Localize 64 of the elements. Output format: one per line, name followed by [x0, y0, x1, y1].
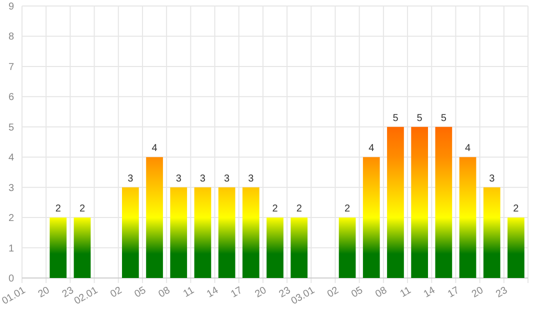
data-label: 2 — [344, 204, 351, 215]
bar — [290, 218, 308, 278]
bar — [459, 157, 476, 278]
bar — [218, 187, 236, 278]
data-label: 5 — [392, 112, 399, 124]
bar — [122, 187, 139, 278]
bar — [338, 218, 356, 278]
bar — [387, 126, 404, 278]
x-tick-label: 11 — [398, 284, 414, 300]
x-tick-label: 14 — [422, 284, 438, 300]
y-tick-label: 6 — [8, 92, 14, 104]
data-label: 4 — [464, 143, 471, 154]
data-label: 3 — [248, 173, 254, 184]
data-label: 2 — [55, 204, 62, 215]
data-label: 5 — [416, 112, 423, 124]
x-tick-label: 23 — [494, 284, 510, 300]
data-label: 5 — [440, 112, 447, 124]
data-label: 4 — [152, 143, 158, 154]
x-tick-label: 20 — [36, 284, 52, 300]
bar — [508, 218, 524, 278]
y-tick-label: 8 — [8, 32, 14, 43]
y-tick-label: 5 — [8, 122, 14, 134]
x-tick-label: 05 — [132, 284, 148, 300]
data-label: 2 — [296, 204, 302, 215]
x-tick-label: 17 — [229, 284, 245, 300]
x-tick-label: 20 — [253, 284, 269, 300]
bar — [483, 187, 500, 278]
y-tick-label: 1 — [8, 243, 14, 254]
x-tick-label: 02 — [108, 284, 124, 300]
data-label: 3 — [489, 173, 496, 184]
x-tick-label: 11 — [182, 284, 197, 300]
y-tick-label: 3 — [8, 182, 14, 194]
bar — [362, 157, 380, 278]
y-tick-label: 9 — [8, 2, 14, 12]
x-tick-label: 02 — [326, 284, 342, 300]
x-tick-label: 14 — [205, 284, 221, 300]
data-label: 4 — [368, 143, 375, 154]
bar — [194, 187, 212, 278]
data-label: 3 — [176, 173, 182, 184]
y-tick-label: 4 — [8, 152, 14, 164]
x-tick-label: 05 — [350, 284, 366, 300]
bar — [242, 187, 260, 278]
x-tick-label: 08 — [156, 284, 172, 300]
bar — [435, 126, 452, 278]
bar — [266, 218, 284, 278]
data-label: 2 — [79, 204, 86, 215]
y-tick-label: 0 — [8, 274, 14, 284]
data-label: 2 — [272, 204, 278, 215]
bar — [50, 218, 67, 278]
x-tick-label: 08 — [374, 284, 390, 300]
data-label: 2 — [513, 204, 520, 215]
bar — [74, 218, 91, 278]
bar — [170, 187, 188, 278]
bar — [411, 126, 428, 278]
x-tick-label: 17 — [446, 284, 462, 300]
data-label: 3 — [128, 173, 134, 184]
data-label: 3 — [200, 173, 206, 184]
data-label: 3 — [224, 173, 230, 184]
x-tick-label: 01.01 — [0, 284, 28, 308]
y-tick-label: 2 — [8, 213, 14, 224]
x-tick-label: 02.01 — [72, 284, 100, 308]
x-tick-label: 20 — [470, 284, 486, 300]
y-tick-label: 7 — [8, 62, 14, 73]
bar — [146, 157, 163, 278]
